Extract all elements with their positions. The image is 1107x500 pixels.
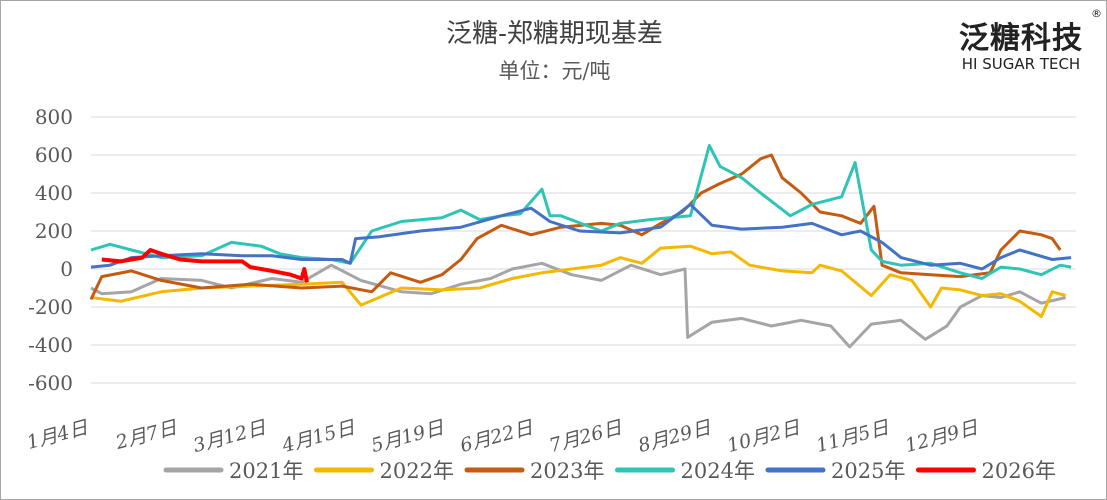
y-tick-label: 800 [35,105,73,129]
series-line-2025 [90,202,1072,271]
legend-label: 2022年 [380,459,454,483]
chart-subtitle: 单位：元/吨 [498,59,611,83]
x-tick-label: 12月9日 [903,416,981,457]
series-line-2024 [90,144,1072,280]
x-tick-label: 5月19日 [369,416,447,457]
y-tick-label: 0 [60,257,73,281]
x-tick-label: 11月5日 [814,416,892,457]
legend-label: 2026年 [982,459,1056,483]
x-tick-label: 4月15日 [279,416,358,457]
brand-logo: 泛糖科技 HI SUGAR TECH ® [946,7,1102,73]
y-tick-label: -200 [28,295,73,319]
y-tick-label: 200 [35,219,73,243]
x-tick-label: 7月26日 [547,416,625,457]
legend-label: 2023年 [530,459,604,483]
x-tick-label: 10月2日 [725,416,803,457]
x-tick-label: 2月7日 [113,416,181,454]
x-tick-label: 8月29日 [636,416,714,457]
x-tick-label: 1月4日 [25,416,92,454]
chart-title: 泛糖-郑糖期现基差 [446,19,663,49]
series-line-2023 [89,153,1062,301]
legend-label: 2021年 [229,459,303,483]
series-line-2026 [101,248,309,283]
legend-label: 2025年 [831,459,905,483]
x-tick-label: 6月22日 [458,416,536,457]
legend-label: 2024年 [681,459,755,483]
series-line-2021 [90,261,1067,349]
logo-en: HI SUGAR TECH [961,55,1081,73]
y-tick-label: 600 [35,143,73,167]
registered-mark: ® [1091,7,1102,20]
y-tick-label: -400 [28,333,73,357]
y-tick-label: -600 [28,371,73,395]
x-tick-label: 3月12日 [191,416,269,457]
logo-cn: 泛糖科技 [959,21,1083,56]
y-tick-label: 400 [35,181,73,205]
